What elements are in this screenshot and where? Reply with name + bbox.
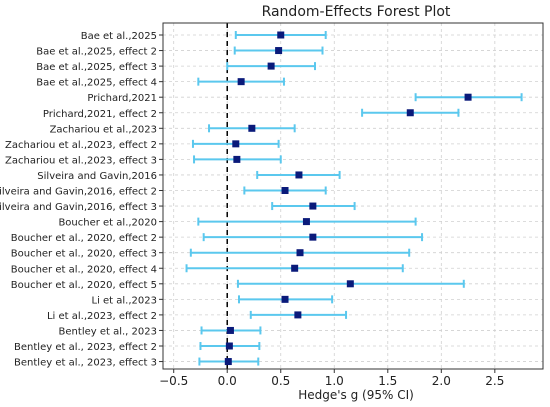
effect-size-marker: [275, 47, 283, 55]
study-label: Zachariou et al.,2023: [50, 124, 157, 135]
x-tick-label: 1.0: [325, 374, 344, 388]
study-label: Prichard,2021, effect 2: [43, 109, 157, 120]
confidence-intervals: [185, 31, 523, 366]
effect-size-points: [224, 31, 472, 366]
x-tick-label: −0.5: [159, 374, 188, 388]
study-label: Bae et al.,2025, effect 2: [36, 47, 157, 58]
effect-size-marker: [346, 280, 354, 288]
effect-size-marker: [233, 155, 241, 163]
study-label: Li et al.,2023: [92, 295, 158, 306]
effect-size-marker: [295, 171, 303, 179]
effect-size-marker: [294, 311, 302, 319]
study-label: Bentley et al., 2023: [59, 326, 157, 337]
x-tick-label: 1.5: [378, 374, 397, 388]
effect-size-marker: [406, 109, 414, 117]
x-axis-ticks: −0.5 0.0 0.5 1.0 1.5 2.0 2.5: [159, 369, 504, 388]
effect-size-marker: [232, 140, 240, 148]
study-label: Li et al.,2023, effect 2: [47, 311, 157, 322]
chart-title: Random-Effects Forest Plot: [262, 4, 451, 20]
effect-size-marker: [296, 249, 304, 257]
effect-size-marker: [291, 264, 299, 272]
effect-size-marker: [225, 342, 233, 350]
study-label: Bentley et al., 2023, effect 3: [14, 358, 157, 369]
effect-size-marker: [248, 124, 256, 132]
effect-size-marker: [267, 62, 275, 70]
effect-size-marker: [226, 326, 234, 334]
study-label: Bae et al.,2025, effect 4: [36, 78, 157, 89]
study-label: Boucher et al., 2020, effect 3: [11, 249, 157, 260]
study-label: Bae et al.,2025: [81, 31, 157, 42]
study-label: Zachariou et al.,2023, effect 3: [5, 155, 157, 166]
effect-size-marker: [277, 31, 285, 39]
grid-lines: [163, 23, 543, 369]
effect-size-marker: [302, 218, 310, 226]
study-label: Bentley et al., 2023, effect 2: [14, 342, 157, 353]
effect-size-marker: [237, 78, 245, 86]
effect-size-marker: [309, 202, 317, 210]
study-label: Zachariou et al.,2023, effect 2: [5, 140, 157, 151]
study-label: Silveira and Gavin,2016, effect 2: [0, 187, 157, 198]
plot-area-frame: [162, 22, 544, 370]
study-label: Silveira and Gavin,2016, effect 3: [0, 202, 157, 213]
x-tick-label: 2.0: [432, 374, 451, 388]
effect-size-marker: [464, 93, 472, 101]
study-label: Prichard,2021: [87, 93, 157, 104]
x-tick-label: 2.5: [485, 374, 504, 388]
study-label: Boucher et al., 2020, effect 2: [11, 233, 157, 244]
study-labels: Bae et al.,2025 Bae et al.,2025, effect 2…: [0, 31, 163, 369]
x-tick-label: 0.0: [218, 374, 237, 388]
effect-size-marker: [309, 233, 317, 241]
study-label: Silveira and Gavin,2016: [37, 171, 157, 182]
effect-size-marker: [224, 358, 232, 366]
x-tick-label: 0.5: [271, 374, 290, 388]
study-label: Boucher et al., 2020, effect 4: [11, 264, 157, 275]
effect-size-marker: [281, 295, 289, 303]
study-label: Boucher et al., 2020, effect 5: [11, 280, 157, 291]
study-label: Bae et al.,2025, effect 3: [36, 62, 157, 73]
effect-size-marker: [281, 187, 289, 194]
study-label: Boucher et al.,2020: [58, 218, 157, 229]
x-axis-label: Hedge's g (95% CI): [298, 388, 414, 402]
